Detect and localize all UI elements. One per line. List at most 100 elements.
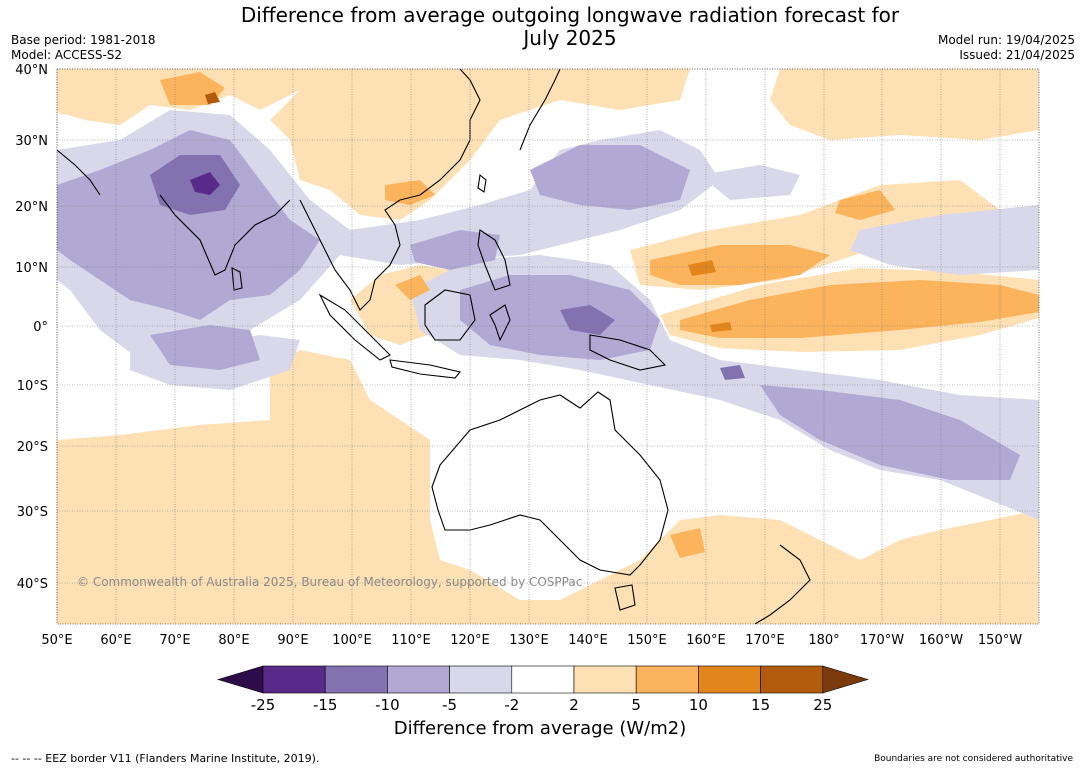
positive-anomaly-mid-nepac: [835, 190, 895, 220]
colorbar-segment: [387, 665, 450, 694]
colorbar: [216, 665, 869, 694]
eez-border-note: -- -- -- EEZ border V11 (Flanders Marine…: [11, 752, 320, 765]
longitude-label: 160°E: [686, 633, 726, 648]
positive-anomaly-arabia: [57, 78, 100, 115]
colorbar-max-arrow: [822, 665, 869, 694]
colorbar-tick: -25: [251, 696, 276, 714]
anomaly-fields: [57, 69, 1039, 624]
coastline-tasmania: [614, 584, 636, 611]
longitude-label: 120°E: [450, 633, 490, 648]
model-run: Model run: 19/04/2025: [937, 33, 1075, 47]
positive-anomaly-mid-aus: [670, 528, 705, 558]
latitude-label: 10°N: [15, 261, 48, 276]
longitude-label: 160°W: [919, 633, 963, 648]
coastline-arabia: [57, 149, 101, 196]
latitude-label: 30°S: [17, 505, 48, 520]
positive-anomaly-asia: [270, 69, 690, 220]
negative-anomaly-mid-phil: [410, 230, 500, 270]
longitude-label: 70°E: [159, 633, 190, 648]
coastline-sumatra: [318, 293, 391, 361]
longitude-label: 180°: [808, 633, 839, 648]
title-line-2: July 2025: [523, 26, 617, 50]
graticule: [56, 68, 1039, 624]
colorbar-segment: [573, 665, 637, 694]
coastline-sulawesi: [489, 304, 511, 342]
copyright-watermark: © Commonwealth of Australia 2025, Bureau…: [77, 575, 582, 589]
title-line-1: Difference from average outgoing longwav…: [240, 3, 900, 27]
colorbar-segment: [262, 665, 326, 694]
colorbar-segment: [760, 665, 824, 694]
colorbar-segment: [449, 665, 513, 694]
negative-anomaly-mid-scs: [530, 145, 690, 210]
colorbar-tick: -2: [504, 696, 519, 714]
positive-anomaly-high-wpac: [688, 260, 716, 276]
coastline-indochina: [299, 199, 401, 311]
latitude-label: 20°S: [17, 440, 48, 455]
colorbar-segment: [511, 665, 575, 694]
coastline-japan: [519, 69, 561, 151]
colorbar-tick-labels: -25 -15 -10 -5 -2 2 5 10 15 25: [251, 696, 833, 714]
negative-anomaly-core-india: [190, 172, 220, 195]
latitude-label: 40°S: [17, 577, 48, 592]
colorbar-tick: 10: [689, 696, 708, 714]
longitude-label: 110°E: [391, 633, 431, 648]
positive-anomaly-high-tibet: [205, 92, 220, 104]
negative-anomaly-mid-spcz: [760, 385, 1020, 480]
longitude-label: 140°E: [568, 633, 608, 648]
colorbar-tick: -10: [375, 696, 400, 714]
issued-date: Issued: 21/04/2025: [959, 48, 1075, 62]
longitude-label: 50°E: [41, 633, 72, 648]
base-period: Base period: 1981-2018: [11, 33, 156, 47]
map-frame: [56, 68, 1040, 625]
positive-anomaly-mid-eq: [680, 280, 1039, 338]
colorbar-segment: [324, 665, 388, 694]
negative-anomaly-light-hawaii: [700, 165, 800, 200]
latitude-label: 30°N: [15, 134, 48, 149]
longitude-label: 100°E: [332, 633, 372, 648]
coastline-philippines: [477, 229, 511, 291]
coastline-borneo: [424, 289, 476, 341]
negative-anomaly-light-nepac: [850, 205, 1039, 275]
colorbar-tick: 25: [813, 696, 832, 714]
positive-anomaly-nepac: [770, 69, 1039, 140]
positive-anomaly-mid-indochina: [395, 275, 430, 300]
longitude-labels: 50°E 60°E 70°E 80°E 90°E 100°E 110°E 120°E 130°E…: [41, 633, 1022, 648]
negative-anomaly-mid-sio: [150, 325, 260, 370]
coastline-australia: [431, 391, 669, 576]
meta-left: Base period: 1981-2018 Model: ACCESS-S2: [11, 33, 156, 63]
latitude-labels: 40°N 30°N 20°N 10°N 0° 10°S 20°S 30°S 40°S: [15, 63, 48, 592]
model-name: Model: ACCESS-S2: [11, 48, 123, 62]
colorbar-tick: 15: [751, 696, 770, 714]
coastline-sri-lanka: [231, 267, 243, 291]
colorbar-title: Difference from average (W/m2): [393, 718, 687, 739]
boundary-disclaimer: Boundaries are not considered authoritat…: [874, 754, 1073, 764]
negative-anomaly-strong-pac: [720, 365, 745, 380]
negative-anomaly-mid-india: [57, 130, 320, 320]
positive-anomaly-mid-china: [385, 180, 435, 205]
longitude-label: 60°E: [100, 633, 131, 648]
coastline-india: [159, 194, 291, 276]
latitude-label: 0°: [33, 320, 48, 335]
coastline-new-zealand: [754, 544, 811, 624]
coastline-taiwan: [477, 173, 487, 193]
colorbar-tick: -5: [442, 696, 457, 714]
meta-right: Model run: 19/04/2025 Issued: 21/04/2025: [938, 33, 1075, 63]
longitude-label: 90°E: [277, 633, 308, 648]
colorbar-tick: 2: [569, 696, 579, 714]
colorbar-segment: [698, 665, 761, 694]
colorbar-segment: [635, 665, 699, 694]
longitude-label: 130°E: [509, 633, 549, 648]
negative-anomaly-strong-mc: [560, 305, 615, 335]
colorbar-min-arrow: [216, 665, 264, 694]
longitude-label: 80°E: [218, 633, 249, 648]
longitude-label: 170°E: [745, 633, 785, 648]
colorbar-tick: 5: [631, 696, 641, 714]
longitude-label: 170°W: [860, 633, 904, 648]
coastline-new-guinea: [589, 334, 667, 371]
coastline-java: [389, 359, 461, 379]
colorbar-tick: -15: [313, 696, 338, 714]
latitude-label: 40°N: [15, 63, 48, 78]
longitude-label: 150°E: [627, 633, 667, 648]
latitude-label: 20°N: [15, 200, 48, 215]
